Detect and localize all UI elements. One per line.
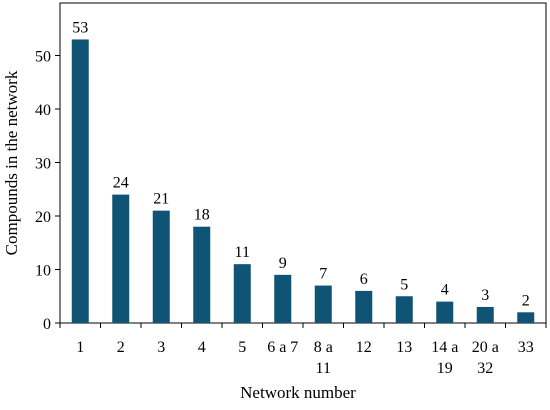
x-tick-label: 32 — [477, 360, 493, 377]
y-tick-label: 0 — [43, 316, 51, 333]
bar-value-label: 5 — [400, 276, 408, 293]
bar-value-label: 11 — [235, 244, 250, 261]
x-tick-label: 11 — [316, 360, 331, 377]
bar-value-label: 21 — [153, 191, 169, 208]
bar-value-label: 24 — [113, 175, 129, 192]
x-tick-label: 2 — [117, 339, 125, 356]
y-tick-label: 50 — [35, 49, 51, 66]
x-tick-label: 5 — [238, 339, 246, 356]
bar — [517, 312, 535, 323]
y-axis-title: Compounds in the network — [2, 70, 21, 255]
bar-value-label: 18 — [194, 207, 210, 224]
x-tick-label: 14 a — [431, 339, 458, 356]
bar-value-label: 2 — [522, 292, 530, 309]
y-tick-label: 10 — [35, 263, 51, 280]
y-tick-label: 40 — [35, 102, 51, 119]
x-tick-label: 20 a — [472, 339, 499, 356]
bar-value-label: 9 — [279, 255, 287, 272]
x-tick-label: 3 — [157, 339, 165, 356]
x-tick-label: 13 — [396, 339, 412, 356]
x-tick-label: 8 a — [314, 339, 333, 356]
bar — [233, 264, 251, 323]
y-axis: 0 10 20 30 40 50 — [35, 49, 60, 333]
bar-value-label: 53 — [72, 19, 88, 36]
y-tick-label: 30 — [35, 156, 51, 173]
x-tick-label: 1 — [76, 339, 84, 356]
x-tick-label: 12 — [356, 339, 372, 356]
bar-value-label: 4 — [441, 282, 449, 299]
bar — [436, 301, 454, 323]
x-tick-label: 4 — [198, 339, 206, 356]
bar-value-label: 7 — [319, 266, 327, 283]
y-tick-label: 20 — [35, 209, 51, 226]
bar-value-label: 6 — [360, 271, 368, 288]
bar — [71, 39, 89, 323]
x-tick-label: 6 a 7 — [267, 339, 298, 356]
x-tick-label: 33 — [518, 339, 534, 356]
bar — [355, 290, 373, 323]
x-tick-label: 19 — [437, 360, 453, 377]
bar — [152, 210, 170, 323]
bar-value-label: 3 — [481, 287, 489, 304]
x-axis-title: Network number — [240, 383, 356, 402]
bar — [193, 226, 211, 323]
plot-area-border — [59, 2, 547, 324]
bar — [112, 194, 130, 323]
data-labels-group: 53 24 21 18 11 9 7 6 5 4 3 2 — [72, 19, 530, 309]
bar — [395, 296, 413, 323]
bars-group — [71, 39, 535, 323]
bar — [476, 306, 494, 323]
bar — [314, 285, 332, 323]
bar — [274, 274, 292, 323]
